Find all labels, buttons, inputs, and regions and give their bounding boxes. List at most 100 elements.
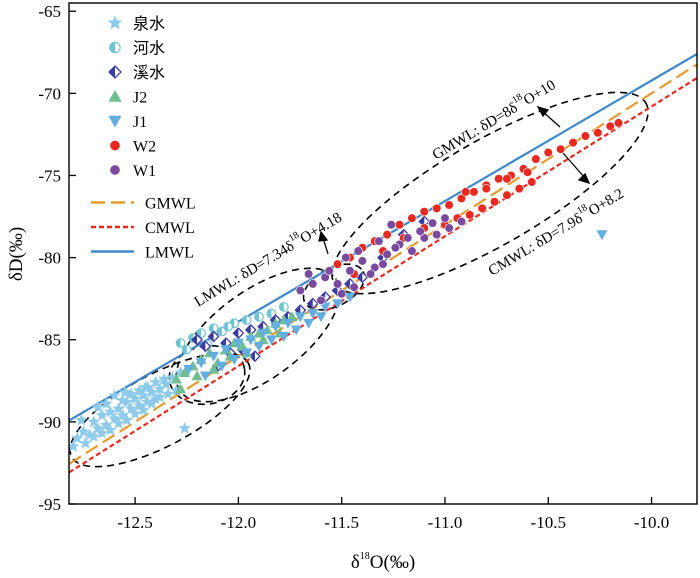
- y-tick-label: -75: [38, 166, 61, 185]
- point-circle: [613, 118, 624, 128]
- point-triangle-down: [220, 345, 232, 356]
- point-half-circle: [181, 344, 192, 355]
- point-diamond: [306, 297, 319, 310]
- x-tick-label: -10.0: [634, 513, 669, 532]
- point-star: [124, 387, 138, 400]
- legend-marker-half-circle: [109, 41, 121, 54]
- point-star: [145, 397, 158, 410]
- point-circle: [477, 203, 487, 213]
- legend-marker-circle: [109, 164, 121, 176]
- point-star: [104, 405, 117, 418]
- legend-label: 泉水: [133, 15, 165, 33]
- point-half-circle: [266, 308, 277, 319]
- point-diamond: [207, 330, 220, 343]
- point-star: [149, 375, 162, 388]
- legend-marker-triangle-up: [108, 89, 122, 102]
- point-star: [87, 430, 100, 442]
- point-star: [79, 436, 92, 449]
- point-triangle-down: [344, 292, 356, 303]
- point-star: [118, 385, 131, 398]
- point-circle: [502, 174, 512, 184]
- legend-label: 河水: [133, 40, 165, 58]
- point-circle: [390, 243, 400, 253]
- point-circle: [403, 233, 413, 243]
- point-triangle-up: [191, 370, 203, 381]
- point-circle: [324, 266, 334, 276]
- point-star: [137, 403, 150, 416]
- point-circle: [523, 167, 533, 177]
- legend-marker-triangle-down: [108, 115, 122, 128]
- point-star: [87, 415, 100, 428]
- point-star: [145, 385, 158, 398]
- point-star: [112, 417, 125, 429]
- point-star: [141, 380, 154, 393]
- point-circle: [353, 246, 363, 256]
- point-star: [137, 389, 150, 401]
- point-half-circle: [241, 315, 252, 325]
- y-tick-label: -95: [38, 495, 61, 514]
- y-tick-label: -80: [38, 249, 61, 268]
- point-circle: [580, 131, 591, 141]
- point-triangle-down: [319, 302, 331, 313]
- point-circle: [415, 226, 425, 236]
- point-circle: [332, 279, 343, 289]
- point-triangle-down: [265, 335, 277, 346]
- point-star: [95, 426, 109, 439]
- point-circle: [593, 128, 603, 138]
- point-triangle-down: [315, 312, 327, 323]
- point-circle: [444, 200, 454, 210]
- point-triangle-down: [303, 318, 315, 329]
- point-circle: [543, 147, 553, 158]
- point-circle: [316, 295, 326, 305]
- point-circle: [568, 138, 578, 148]
- point-circle: [337, 289, 347, 299]
- point-diamond: [249, 350, 261, 363]
- y-tick-label: -70: [38, 84, 61, 103]
- point-triangle-up: [175, 383, 187, 394]
- point-triangle-down: [208, 351, 220, 362]
- y-tick-label: -85: [38, 331, 61, 350]
- ellipse-w-large: [331, 91, 649, 295]
- point-star: [108, 389, 121, 401]
- point-circle: [345, 266, 355, 276]
- point-triangle-down: [257, 328, 269, 339]
- point-triangle-up: [208, 363, 220, 374]
- point-circle: [394, 220, 405, 230]
- point-diamond: [199, 340, 212, 353]
- legend-label: W2: [133, 139, 156, 156]
- point-star: [75, 413, 88, 426]
- point-star: [104, 423, 117, 436]
- point-star: [120, 413, 133, 426]
- point-circle: [469, 187, 479, 197]
- point-circle: [332, 259, 343, 269]
- point-triangle-down: [216, 361, 228, 372]
- point-triangle-down: [245, 335, 257, 346]
- point-triangle-up: [286, 311, 298, 322]
- point-triangle-down: [282, 318, 294, 329]
- point-circle: [444, 223, 454, 233]
- point-circle: [502, 190, 512, 200]
- point-circle: [489, 197, 500, 207]
- point-half-circle: [175, 338, 186, 348]
- point-circle: [432, 203, 442, 213]
- point-star: [128, 407, 142, 419]
- x-axis-ticks: -12.5 -12.0 -11.5 -11.0 -10.5 -10.0: [117, 497, 669, 532]
- point-diamond: [191, 333, 203, 346]
- y-axis-ticks: -95 -90 -85 -80 -75 -70 -65: [38, 2, 76, 514]
- point-circle: [440, 213, 450, 223]
- point-circle: [382, 230, 392, 240]
- point-star: [162, 387, 175, 400]
- x-axis-title: δ18O(‰): [351, 551, 415, 573]
- legend-label: J2: [133, 90, 147, 107]
- point-half-circle: [278, 301, 289, 312]
- point-circle: [407, 246, 417, 256]
- point-circle: [386, 220, 396, 230]
- point-triangle-down: [307, 309, 319, 319]
- point-star: [133, 384, 146, 396]
- point-star: [112, 402, 125, 414]
- point-star: [120, 395, 133, 408]
- point-circle: [366, 269, 376, 279]
- point-star: [159, 377, 173, 390]
